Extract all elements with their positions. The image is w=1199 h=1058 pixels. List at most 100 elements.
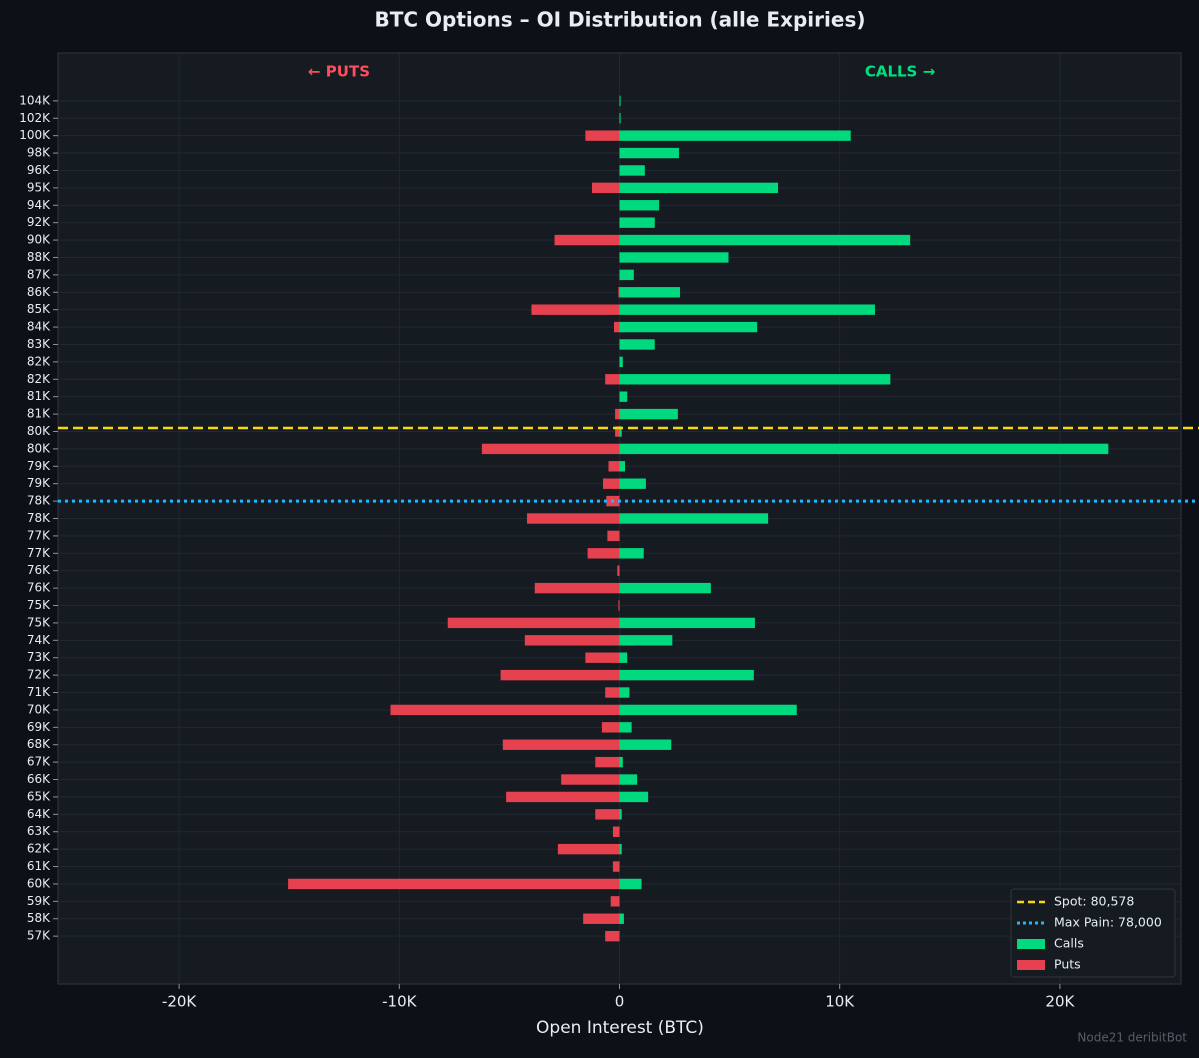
y-tick-label: 75K xyxy=(27,598,51,612)
bar xyxy=(619,756,623,768)
bar xyxy=(618,287,620,298)
bar xyxy=(619,130,851,141)
bar xyxy=(602,478,620,489)
bar xyxy=(619,408,678,420)
bar xyxy=(605,930,620,942)
y-tick-label: 76K xyxy=(27,563,51,577)
x-axis-label: Open Interest (BTC) xyxy=(536,1018,704,1038)
bar xyxy=(619,582,711,594)
bar xyxy=(595,756,620,768)
bar xyxy=(619,217,655,228)
legend-label: Spot: 80,578 xyxy=(1054,894,1134,909)
legend-label: Calls xyxy=(1054,936,1084,951)
bar xyxy=(613,321,620,333)
y-tick-label: 82K xyxy=(27,354,51,368)
y-tick-label: 79K xyxy=(27,476,51,490)
bar xyxy=(619,165,645,176)
y-tick-label: 81K xyxy=(27,389,51,403)
bar xyxy=(618,600,620,611)
y-tick-label: 73K xyxy=(27,650,51,664)
y-tick-label: 63K xyxy=(27,824,51,838)
bar xyxy=(619,461,626,472)
y-tick-label: 98K xyxy=(27,146,51,160)
legend-label: Max Pain: 78,000 xyxy=(1054,915,1162,930)
y-tick-label: 92K xyxy=(27,215,51,229)
y-tick-label: 64K xyxy=(27,807,51,821)
bar xyxy=(585,130,620,141)
y-tick-label: 59K xyxy=(27,894,51,908)
bar xyxy=(619,478,646,489)
bar xyxy=(619,669,754,681)
x-tick-label: 0 xyxy=(615,993,625,1011)
y-tick-label: 78K xyxy=(27,494,51,508)
y-tick-label: 58K xyxy=(27,911,51,925)
bar xyxy=(612,826,620,837)
y-tick-label: 95K xyxy=(27,180,51,194)
y-tick-label: 96K xyxy=(27,163,51,177)
bar xyxy=(619,809,622,820)
bar xyxy=(288,878,620,890)
bar xyxy=(524,635,620,646)
bar xyxy=(615,408,620,420)
bar xyxy=(619,234,911,246)
bar xyxy=(615,426,620,437)
bar xyxy=(619,113,621,124)
y-tick-label: 82K xyxy=(27,372,51,386)
y-tick-label: 80K xyxy=(27,441,51,455)
y-tick-label: 66K xyxy=(27,772,51,786)
bar xyxy=(502,739,620,750)
y-tick-label: 86K xyxy=(27,285,51,299)
y-tick-label: 104K xyxy=(19,93,51,107)
y-tick-label: 100K xyxy=(19,128,51,142)
bar xyxy=(587,548,620,559)
bar xyxy=(619,200,660,211)
y-tick-label: 74K xyxy=(27,633,51,647)
y-tick-label: 94K xyxy=(27,198,51,212)
legend-swatch xyxy=(1017,960,1045,970)
bar xyxy=(619,356,623,368)
bar xyxy=(595,809,620,820)
x-tick-label: -10K xyxy=(382,993,417,1011)
calls-label: CALLS → xyxy=(865,63,935,81)
y-tick-label: 79K xyxy=(27,459,51,473)
bar xyxy=(619,443,1109,455)
bar xyxy=(447,617,620,629)
y-tick-label: 72K xyxy=(27,668,51,682)
legend-box xyxy=(1010,888,1176,978)
bar xyxy=(608,461,620,472)
bar xyxy=(591,182,620,194)
bar xyxy=(619,269,634,281)
bar xyxy=(619,791,649,803)
bar xyxy=(619,374,891,385)
y-tick-label: 61K xyxy=(27,859,51,873)
chart-title: BTC Options – OI Distribution (alle Expi… xyxy=(375,8,866,32)
y-tick-label: 71K xyxy=(27,685,51,699)
bar xyxy=(619,513,769,524)
bar xyxy=(619,339,655,350)
y-tick-label: 88K xyxy=(27,250,51,264)
bar xyxy=(619,321,758,333)
bar xyxy=(619,843,622,855)
bar xyxy=(619,635,673,646)
y-tick-label: 69K xyxy=(27,720,51,734)
bar xyxy=(612,861,620,872)
bar xyxy=(557,843,620,855)
bar xyxy=(561,774,620,785)
bar xyxy=(500,669,620,681)
x-tick-label: -20K xyxy=(162,993,197,1011)
bar xyxy=(617,565,620,576)
bar xyxy=(619,739,672,750)
y-tick-label: 57K xyxy=(27,929,51,943)
y-tick-label: 68K xyxy=(27,737,51,751)
bar xyxy=(390,704,620,716)
watermark: Node21 deribitBot xyxy=(1077,1031,1187,1045)
y-tick-label: 81K xyxy=(27,407,51,421)
legend-swatch xyxy=(1017,939,1045,949)
bar xyxy=(619,287,681,298)
bar xyxy=(619,548,644,559)
bar xyxy=(619,147,679,159)
bar xyxy=(607,530,620,542)
legend-label: Puts xyxy=(1054,957,1081,972)
x-tick-label: 10K xyxy=(825,993,855,1011)
